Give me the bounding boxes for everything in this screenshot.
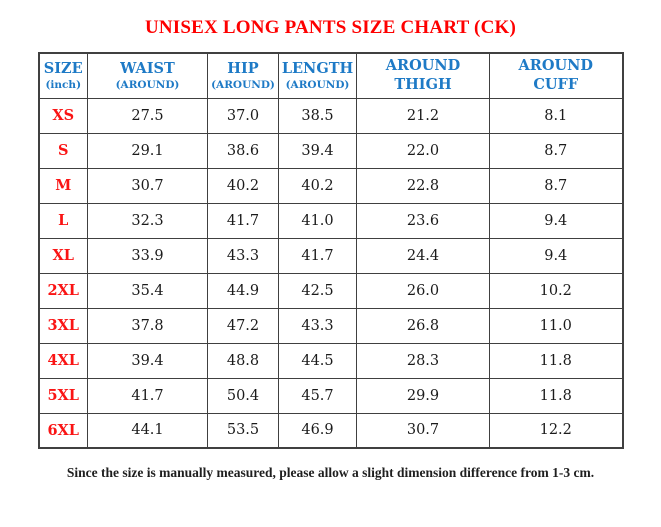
measurement-value: 26.8 — [356, 307, 490, 344]
column-header-line1: AROUND — [385, 56, 461, 74]
measurement-value: 10.2 — [489, 272, 623, 309]
measurement-value: 33.9 — [87, 237, 208, 274]
column-header-around-thigh: AROUND THIGH — [356, 52, 490, 99]
measurement-value: 43.3 — [207, 237, 279, 274]
measurement-value: 12.2 — [489, 412, 623, 449]
column-header-around-cuff: AROUND CUFF — [489, 52, 623, 99]
measurement-value: 38.6 — [207, 132, 279, 169]
table-row-6xl: 6XL 44.1 53.5 46.9 30.7 12.2 — [38, 412, 623, 449]
measurement-value: 9.4 — [489, 237, 623, 274]
column-header-line2: THIGH — [394, 75, 452, 93]
table-header: SIZE (inch) WAIST (AROUND) HIP (AROUND) LENGTH… — [38, 52, 623, 99]
size-chart-page: UNISEX LONG PANTS SIZE CHART (CK) SIZE (i… — [0, 17, 661, 481]
measurement-value: 27.5 — [87, 97, 208, 134]
measurement-value: 24.4 — [356, 237, 490, 274]
measurement-value: 35.4 — [87, 272, 208, 309]
table-row-m: M 30.7 40.2 40.2 22.8 8.7 — [38, 167, 623, 204]
table-row-l: L 32.3 41.7 41.0 23.6 9.4 — [38, 202, 623, 239]
measurement-value: 44.5 — [278, 342, 357, 379]
measurement-value: 37.8 — [87, 307, 208, 344]
page-title: UNISEX LONG PANTS SIZE CHART (CK) — [144, 17, 517, 38]
table-row-5xl: 5XL 41.7 50.4 45.7 29.9 11.8 — [38, 377, 623, 414]
size-label: L — [38, 202, 88, 239]
measurement-value: 8.1 — [489, 97, 623, 134]
measurement-value: 38.5 — [278, 97, 357, 134]
measurement-value: 37.0 — [207, 97, 279, 134]
size-label: XL — [38, 237, 88, 274]
table-row-4xl: 4XL 39.4 48.8 44.5 28.3 11.8 — [38, 342, 623, 379]
measurement-value: 11.0 — [489, 307, 623, 344]
measurement-value: 22.8 — [356, 167, 490, 204]
measurement-value: 29.9 — [356, 377, 490, 414]
column-header-line2: (AROUND) — [115, 78, 180, 91]
measurement-value: 30.7 — [87, 167, 208, 204]
column-header-waist: WAIST (AROUND) — [87, 52, 208, 99]
measurement-value: 11.8 — [489, 377, 623, 414]
measurement-value: 30.7 — [356, 412, 490, 449]
column-header-line1: AROUND — [518, 56, 593, 74]
column-header-line2: (inch) — [45, 78, 82, 91]
measurement-value: 41.7 — [87, 377, 208, 414]
measurement-value: 42.5 — [278, 272, 357, 309]
table-row-s: S 29.1 38.6 39.4 22.0 8.7 — [38, 132, 623, 169]
measurement-value: 22.0 — [356, 132, 490, 169]
table-row-2xl: 2XL 35.4 44.9 42.5 26.0 10.2 — [38, 272, 623, 309]
column-header-line1: SIZE — [43, 59, 83, 77]
table-body: XS 27.5 37.0 38.5 21.2 8.1 S 29.1 38.6 39.4 22.0 8.… — [38, 97, 623, 449]
measurement-value: 40.2 — [207, 167, 279, 204]
column-header-line1: HIP — [227, 59, 259, 77]
column-header-hip: HIP (AROUND) — [207, 52, 279, 99]
size-label: 3XL — [38, 307, 88, 344]
table-row-3xl: 3XL 37.8 47.2 43.3 26.8 11.0 — [38, 307, 623, 344]
measurement-value: 41.7 — [207, 202, 279, 239]
size-label: 4XL — [38, 342, 88, 379]
measurement-value: 50.4 — [207, 377, 279, 414]
measurement-value: 11.8 — [489, 342, 623, 379]
column-header-size: SIZE (inch) — [38, 52, 88, 99]
column-header-line2: (AROUND) — [211, 78, 275, 91]
size-label: 5XL — [38, 377, 88, 414]
measurement-value: 39.4 — [278, 132, 357, 169]
column-header-length: LENGTH (AROUND) — [278, 52, 357, 99]
table-header-row: SIZE (inch) WAIST (AROUND) HIP (AROUND) LENGTH… — [38, 52, 623, 99]
measurement-value: 44.9 — [207, 272, 279, 309]
measurement-value: 39.4 — [87, 342, 208, 379]
column-header-line1: LENGTH — [281, 59, 354, 77]
column-header-line2: CUFF — [533, 75, 579, 93]
measurement-value: 28.3 — [356, 342, 490, 379]
size-label: M — [38, 167, 88, 204]
size-label: 2XL — [38, 272, 88, 309]
measurement-value: 47.2 — [207, 307, 279, 344]
size-label: S — [38, 132, 88, 169]
measurement-value: 9.4 — [489, 202, 623, 239]
measurement-value: 8.7 — [489, 167, 623, 204]
measurement-value: 41.0 — [278, 202, 357, 239]
table-row-xl: XL 33.9 43.3 41.7 24.4 9.4 — [38, 237, 623, 274]
measurement-value: 23.6 — [356, 202, 490, 239]
measurement-value: 21.2 — [356, 97, 490, 134]
measurement-value: 40.2 — [278, 167, 357, 204]
measurement-value: 8.7 — [489, 132, 623, 169]
table-row-xs: XS 27.5 37.0 38.5 21.2 8.1 — [38, 97, 623, 134]
column-header-line1: WAIST — [120, 59, 175, 77]
measurement-value: 46.9 — [278, 412, 357, 449]
measurement-value: 43.3 — [278, 307, 357, 344]
size-label: XS — [38, 97, 88, 134]
size-label: 6XL — [38, 412, 88, 449]
column-header-line2: (AROUND) — [285, 78, 350, 91]
measurement-value: 53.5 — [207, 412, 279, 449]
footer-note: Since the size is manually measured, ple… — [66, 465, 595, 480]
measurement-value: 32.3 — [87, 202, 208, 239]
measurement-value: 45.7 — [278, 377, 357, 414]
measurement-value: 48.8 — [207, 342, 279, 379]
measurement-value: 41.7 — [278, 237, 357, 274]
measurement-value: 44.1 — [87, 412, 208, 449]
measurement-value: 29.1 — [87, 132, 208, 169]
measurement-value: 26.0 — [356, 272, 490, 309]
size-chart-table: SIZE (inch) WAIST (AROUND) HIP (AROUND) LENGTH… — [37, 52, 624, 449]
